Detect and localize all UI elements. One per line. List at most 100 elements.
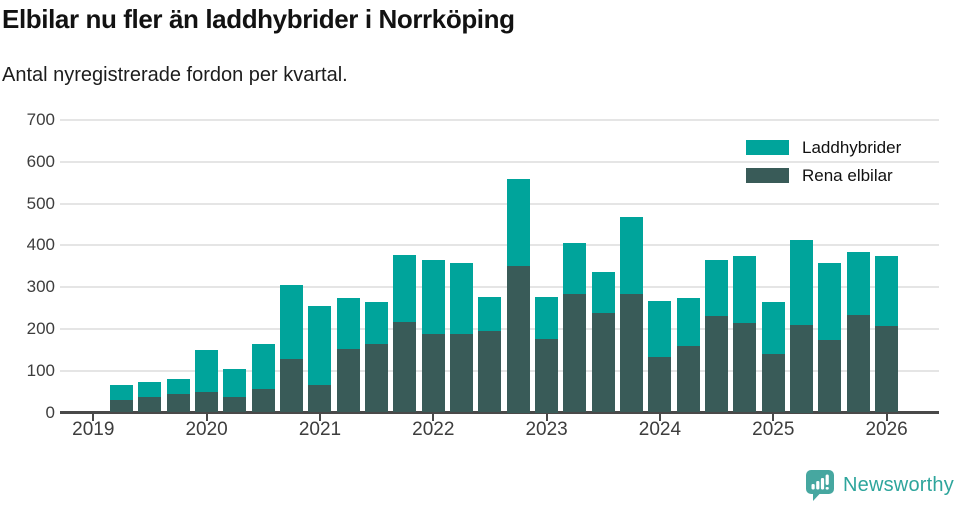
bar-segment-rena-elbilar[interactable]	[676, 346, 700, 413]
y-gridline	[60, 160, 939, 163]
bar-segment-rena-elbilar[interactable]	[308, 384, 332, 413]
y-axis-tick-label: 100	[26, 360, 55, 380]
x-axis-tick	[92, 414, 95, 421]
bar-segment-rena-elbilar[interactable]	[846, 314, 870, 413]
bar-segment-laddhybrider[interactable]	[336, 298, 360, 349]
bar-segment-laddhybrider[interactable]	[393, 254, 417, 323]
bar-segment-rena-elbilar[interactable]	[138, 397, 162, 413]
bar-segment-rena-elbilar[interactable]	[705, 315, 729, 413]
bar-segment-laddhybrider[interactable]	[223, 369, 247, 398]
bar-segment-rena-elbilar[interactable]	[450, 334, 474, 413]
bar-segment-laddhybrider[interactable]	[195, 350, 219, 392]
bar-segment-rena-elbilar[interactable]	[223, 397, 247, 413]
bar-segment-rena-elbilar[interactable]	[110, 399, 134, 413]
bar-segment-rena-elbilar[interactable]	[365, 344, 389, 413]
bar-segment-laddhybrider[interactable]	[506, 178, 530, 267]
bar-segment-laddhybrider[interactable]	[676, 298, 700, 347]
bar-segment-laddhybrider[interactable]	[478, 296, 502, 331]
y-axis-tick-label: 600	[26, 151, 55, 171]
y-axis-tick-label: 0	[45, 402, 55, 422]
x-axis-tick	[545, 414, 548, 421]
newsworthy-logo-icon	[806, 470, 834, 501]
bar-segment-laddhybrider[interactable]	[818, 262, 842, 340]
bar-segment-laddhybrider[interactable]	[761, 301, 785, 355]
y-axis-tick-label: 200	[26, 318, 55, 338]
legend-label: Rena elbilar	[802, 165, 893, 185]
bar-segment-laddhybrider[interactable]	[450, 262, 474, 335]
chart-legend: Laddhybrider Rena elbilar	[746, 137, 902, 196]
x-axis-tick	[885, 414, 888, 421]
bar-segment-rena-elbilar[interactable]	[478, 330, 502, 413]
x-axis-line	[60, 411, 939, 414]
x-axis-tick-label: 2020	[185, 419, 228, 440]
bar-segment-rena-elbilar[interactable]	[251, 388, 275, 413]
x-axis-tick-label: 2019	[72, 419, 115, 440]
y-gridline	[60, 244, 939, 247]
bar-segment-rena-elbilar[interactable]	[733, 323, 757, 413]
x-axis-tick	[772, 414, 775, 421]
bar-segment-laddhybrider[interactable]	[620, 217, 644, 295]
bar-segment-laddhybrider[interactable]	[705, 260, 729, 316]
y-gridline	[60, 202, 939, 205]
bar-segment-rena-elbilar[interactable]	[421, 334, 445, 413]
y-axis-tick-label: 400	[26, 235, 55, 255]
x-axis-tick-label: 2023	[525, 419, 568, 440]
bar-segment-rena-elbilar[interactable]	[195, 391, 219, 413]
bar-segment-rena-elbilar[interactable]	[620, 294, 644, 413]
x-axis-tick	[658, 414, 661, 421]
bar-segment-laddhybrider[interactable]	[563, 243, 587, 295]
bar-segment-laddhybrider[interactable]	[648, 300, 672, 357]
bar-segment-laddhybrider[interactable]	[110, 384, 134, 400]
newsworthy-brand-name: Newsworthy	[843, 474, 954, 496]
legend-item-rena-elbilar[interactable]: Rena elbilar	[746, 165, 901, 185]
bar-segment-rena-elbilar[interactable]	[818, 339, 842, 413]
x-axis-tick-label: 2025	[752, 419, 795, 440]
bar-segment-laddhybrider[interactable]	[308, 305, 332, 385]
legend-label: Laddhybrider	[802, 137, 902, 157]
bar-segment-laddhybrider[interactable]	[138, 382, 162, 398]
bar-segment-rena-elbilar[interactable]	[336, 348, 360, 413]
bar-segment-rena-elbilar[interactable]	[166, 394, 190, 413]
y-axis-tick-label: 500	[26, 193, 55, 213]
legend-item-laddhybrider[interactable]: Laddhybrider	[746, 137, 902, 157]
legend-color-swatch	[746, 168, 789, 183]
y-gridline	[60, 119, 939, 121]
bar-segment-rena-elbilar[interactable]	[875, 325, 899, 413]
bar-segment-laddhybrider[interactable]	[365, 301, 389, 345]
bar-segment-laddhybrider[interactable]	[790, 240, 814, 325]
bar-segment-rena-elbilar[interactable]	[535, 339, 559, 413]
bar-segment-rena-elbilar[interactable]	[591, 313, 615, 413]
y-axis-tick-label: 300	[26, 277, 55, 297]
x-axis-tick-label: 2024	[638, 419, 682, 440]
x-axis-tick	[205, 414, 208, 421]
newsworthy-brand: Newsworthy	[805, 469, 954, 502]
bar-segment-laddhybrider[interactable]	[846, 252, 870, 315]
bar-segment-laddhybrider[interactable]	[535, 296, 559, 340]
x-axis-tick-label: 2026	[865, 419, 908, 440]
x-axis-tick-label: 2022	[412, 419, 455, 440]
bar-segment-rena-elbilar[interactable]	[648, 356, 672, 413]
y-gridline	[60, 286, 939, 289]
chart-subtitle: Antal nyregistrerade fordon per kvartal.	[2, 64, 348, 86]
bar-segment-laddhybrider[interactable]	[591, 271, 615, 314]
x-axis-tick	[318, 414, 321, 421]
bar-segment-laddhybrider[interactable]	[280, 284, 304, 359]
bar-segment-laddhybrider[interactable]	[421, 259, 445, 335]
chart-title: Elbilar nu fler än laddhybrider i Norrkö…	[2, 4, 515, 34]
x-axis-tick	[432, 414, 435, 421]
bar-segment-rena-elbilar[interactable]	[506, 266, 530, 413]
y-axis-tick-label: 700	[26, 110, 55, 129]
bar-segment-rena-elbilar[interactable]	[393, 322, 417, 413]
bar-segment-laddhybrider[interactable]	[733, 256, 757, 324]
bar-segment-laddhybrider[interactable]	[875, 255, 899, 326]
bar-segment-rena-elbilar[interactable]	[563, 294, 587, 413]
bar-segment-laddhybrider[interactable]	[166, 378, 190, 395]
x-axis-tick-label: 2021	[298, 419, 342, 440]
legend-color-swatch	[746, 140, 789, 155]
bar-segment-rena-elbilar[interactable]	[280, 358, 304, 413]
bar-segment-laddhybrider[interactable]	[251, 343, 275, 389]
bar-segment-rena-elbilar[interactable]	[761, 354, 785, 413]
bar-segment-rena-elbilar[interactable]	[790, 324, 814, 413]
